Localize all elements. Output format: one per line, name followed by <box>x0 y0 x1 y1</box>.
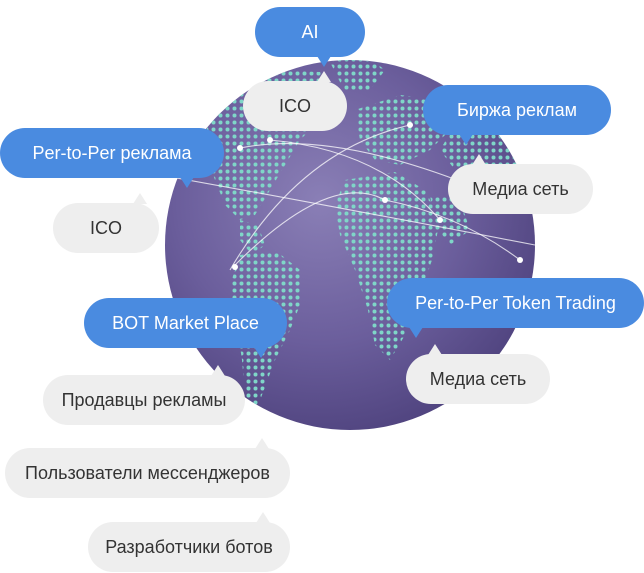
node <box>437 217 443 223</box>
node <box>382 197 388 203</box>
bubble-tail <box>317 56 331 67</box>
bubble-tail <box>254 347 268 358</box>
arc <box>229 124 411 271</box>
bubble-tail <box>180 177 194 188</box>
bubble-tail <box>459 134 473 145</box>
node <box>232 264 238 270</box>
node <box>237 145 243 151</box>
node <box>407 122 413 128</box>
bubble-label: ICO <box>89 217 122 238</box>
connection-arcs <box>165 124 535 271</box>
bubble-label: Пользователи мессенджеров <box>25 462 270 483</box>
bubble-ai: AI <box>255 7 365 67</box>
bubble-tail <box>256 512 270 523</box>
bubble-label: Биржа реклам <box>457 99 577 120</box>
greenland-shape <box>330 60 385 92</box>
bubble-label: Медиа сеть <box>472 178 569 199</box>
africa-shape <box>335 172 440 360</box>
arc <box>269 139 441 221</box>
bubble-label: AI <box>301 21 319 42</box>
bubble-bot-market-place: BOT Market Place <box>84 298 287 358</box>
bubble-ico-top: ICO <box>243 71 347 131</box>
bubble-tail <box>428 344 442 355</box>
bubble-tail <box>255 438 269 449</box>
bubble-ico-left: ICO <box>53 193 159 253</box>
bubble-tail <box>472 154 486 165</box>
bubble-tail <box>409 327 423 338</box>
bubble-label: Разработчики ботов <box>105 536 273 557</box>
bubble-tail <box>317 71 331 82</box>
bubble-ad-exchange: Биржа реклам <box>423 85 611 145</box>
bubble-label: ICO <box>278 95 311 116</box>
node <box>517 257 523 263</box>
node <box>267 137 273 143</box>
bubble-label: Продавцы рекламы <box>61 389 227 410</box>
bubble-label: Медиа сеть <box>429 368 527 389</box>
arc <box>234 192 386 266</box>
bubble-p2p-ads: Per-to-Per реклама <box>0 128 224 188</box>
arc <box>165 174 535 246</box>
bubble-media-network-bottom: Медиа сеть <box>406 344 550 404</box>
bubble-label: BOT Market Place <box>112 312 259 333</box>
central-america-shape <box>240 220 265 255</box>
bubble-tail <box>211 365 225 376</box>
bubble-bot-developers: Разработчики ботов <box>88 512 290 572</box>
arc <box>239 143 471 186</box>
bubble-ad-sellers: Продавцы рекламы <box>43 365 245 425</box>
bubble-label: Per-to-Per Token Trading <box>415 292 616 313</box>
bubble-p2p-token-trading: Per-to-Per Token Trading <box>387 278 644 338</box>
bubble-label: Per-to-Per реклама <box>32 142 192 163</box>
bubble-messenger-users: Пользователи мессенджеров <box>5 438 290 498</box>
arc <box>384 199 521 261</box>
bubble-media-network-top: Медиа сеть <box>448 154 593 214</box>
bubble-tail <box>133 193 147 204</box>
